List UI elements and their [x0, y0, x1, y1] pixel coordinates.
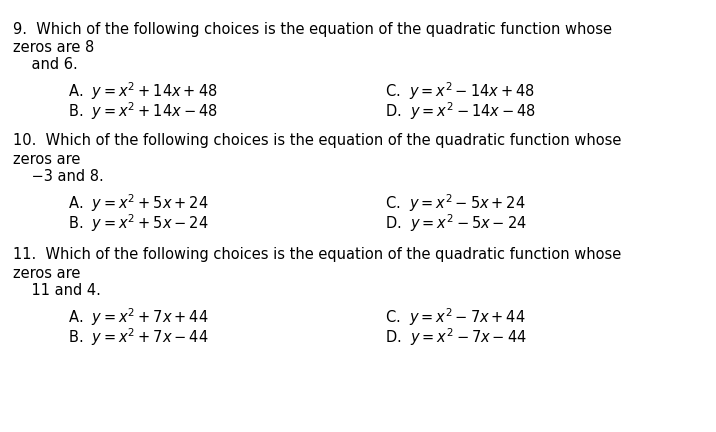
Text: D.  $y = x^2 - 7x - 44$: D. $y = x^2 - 7x - 44$: [385, 326, 527, 348]
Text: B.  $y = x^2 + 7x - 44$: B. $y = x^2 + 7x - 44$: [68, 326, 208, 348]
Text: and 6.: and 6.: [13, 57, 78, 72]
Text: C.  $y = x^2 - 7x + 44$: C. $y = x^2 - 7x + 44$: [385, 306, 526, 328]
Text: zeros are 8: zeros are 8: [13, 40, 95, 55]
Text: A.  $y = x^2 + 5x + 24$: A. $y = x^2 + 5x + 24$: [68, 192, 208, 214]
Text: C.  $y = x^2 - 14x + 48$: C. $y = x^2 - 14x + 48$: [385, 80, 535, 102]
Text: B.  $y = x^2 + 5x - 24$: B. $y = x^2 + 5x - 24$: [68, 212, 208, 234]
Text: 11.  Which of the following choices is the equation of the quadratic function wh: 11. Which of the following choices is th…: [13, 247, 621, 262]
Text: −3 and 8.: −3 and 8.: [13, 169, 104, 184]
Text: D.  $y = x^2 - 14x - 48$: D. $y = x^2 - 14x - 48$: [385, 100, 536, 122]
Text: zeros are: zeros are: [13, 266, 80, 281]
Text: 11 and 4.: 11 and 4.: [13, 283, 101, 298]
Text: A.  $y = x^2 + 14x + 48$: A. $y = x^2 + 14x + 48$: [68, 80, 218, 102]
Text: 9.  Which of the following choices is the equation of the quadratic function who: 9. Which of the following choices is the…: [13, 22, 612, 37]
Text: 10.  Which of the following choices is the equation of the quadratic function wh: 10. Which of the following choices is th…: [13, 133, 621, 148]
Text: zeros are: zeros are: [13, 152, 80, 167]
Text: A.  $y = x^2 + 7x + 44$: A. $y = x^2 + 7x + 44$: [68, 306, 208, 328]
Text: D.  $y = x^2 - 5x - 24$: D. $y = x^2 - 5x - 24$: [385, 212, 527, 234]
Text: B.  $y = x^2 + 14x - 48$: B. $y = x^2 + 14x - 48$: [68, 100, 218, 122]
Text: C.  $y = x^2 - 5x + 24$: C. $y = x^2 - 5x + 24$: [385, 192, 526, 214]
